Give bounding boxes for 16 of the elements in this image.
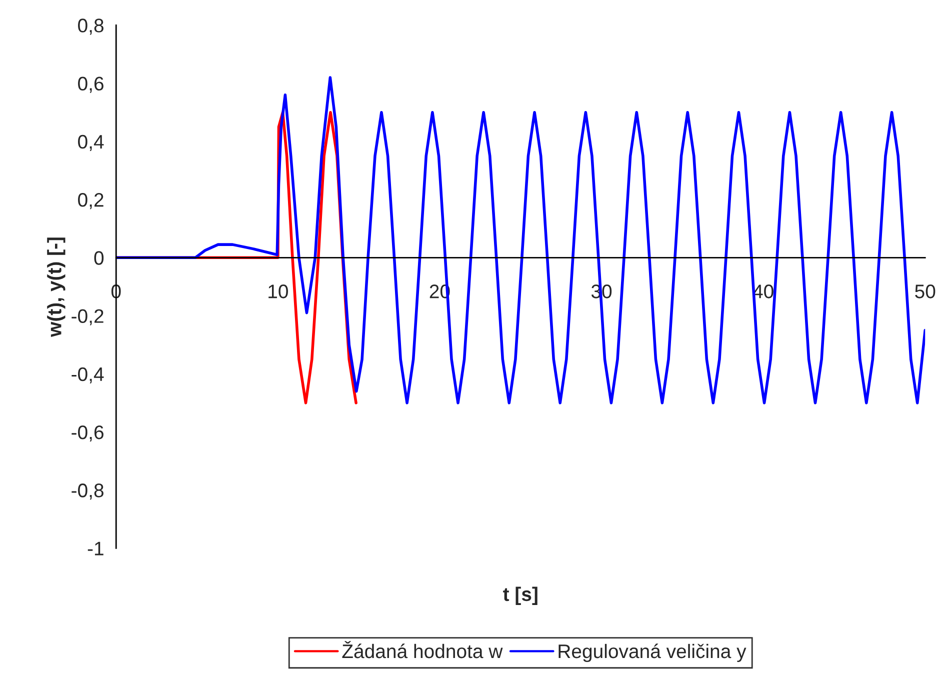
x-axis-title: t [s] [503, 586, 538, 605]
y-tick-label: -0,2 [72, 309, 104, 326]
y-axis-title: w(t), y(t) [-] [47, 238, 66, 337]
y-tick-label: 0,8 [78, 18, 104, 35]
legend-label: Žádaná hodnota w [342, 641, 503, 658]
x-tick-label: 10 [268, 284, 288, 298]
y-tick-label: 0,6 [78, 76, 104, 93]
y-tick-label: 0 [94, 251, 104, 265]
y-tick-label: 0,4 [78, 134, 104, 151]
y-tick-label: 0,2 [78, 193, 104, 210]
y-tick-label: -0,6 [72, 425, 104, 442]
y-tick-label: -1 [88, 542, 104, 556]
y-tick-label: -0,4 [72, 367, 104, 384]
legend-label: Regulovaná veličina y [558, 644, 746, 662]
x-tick-label: 50 [915, 284, 936, 298]
y-tick-label: -0,8 [72, 484, 104, 500]
